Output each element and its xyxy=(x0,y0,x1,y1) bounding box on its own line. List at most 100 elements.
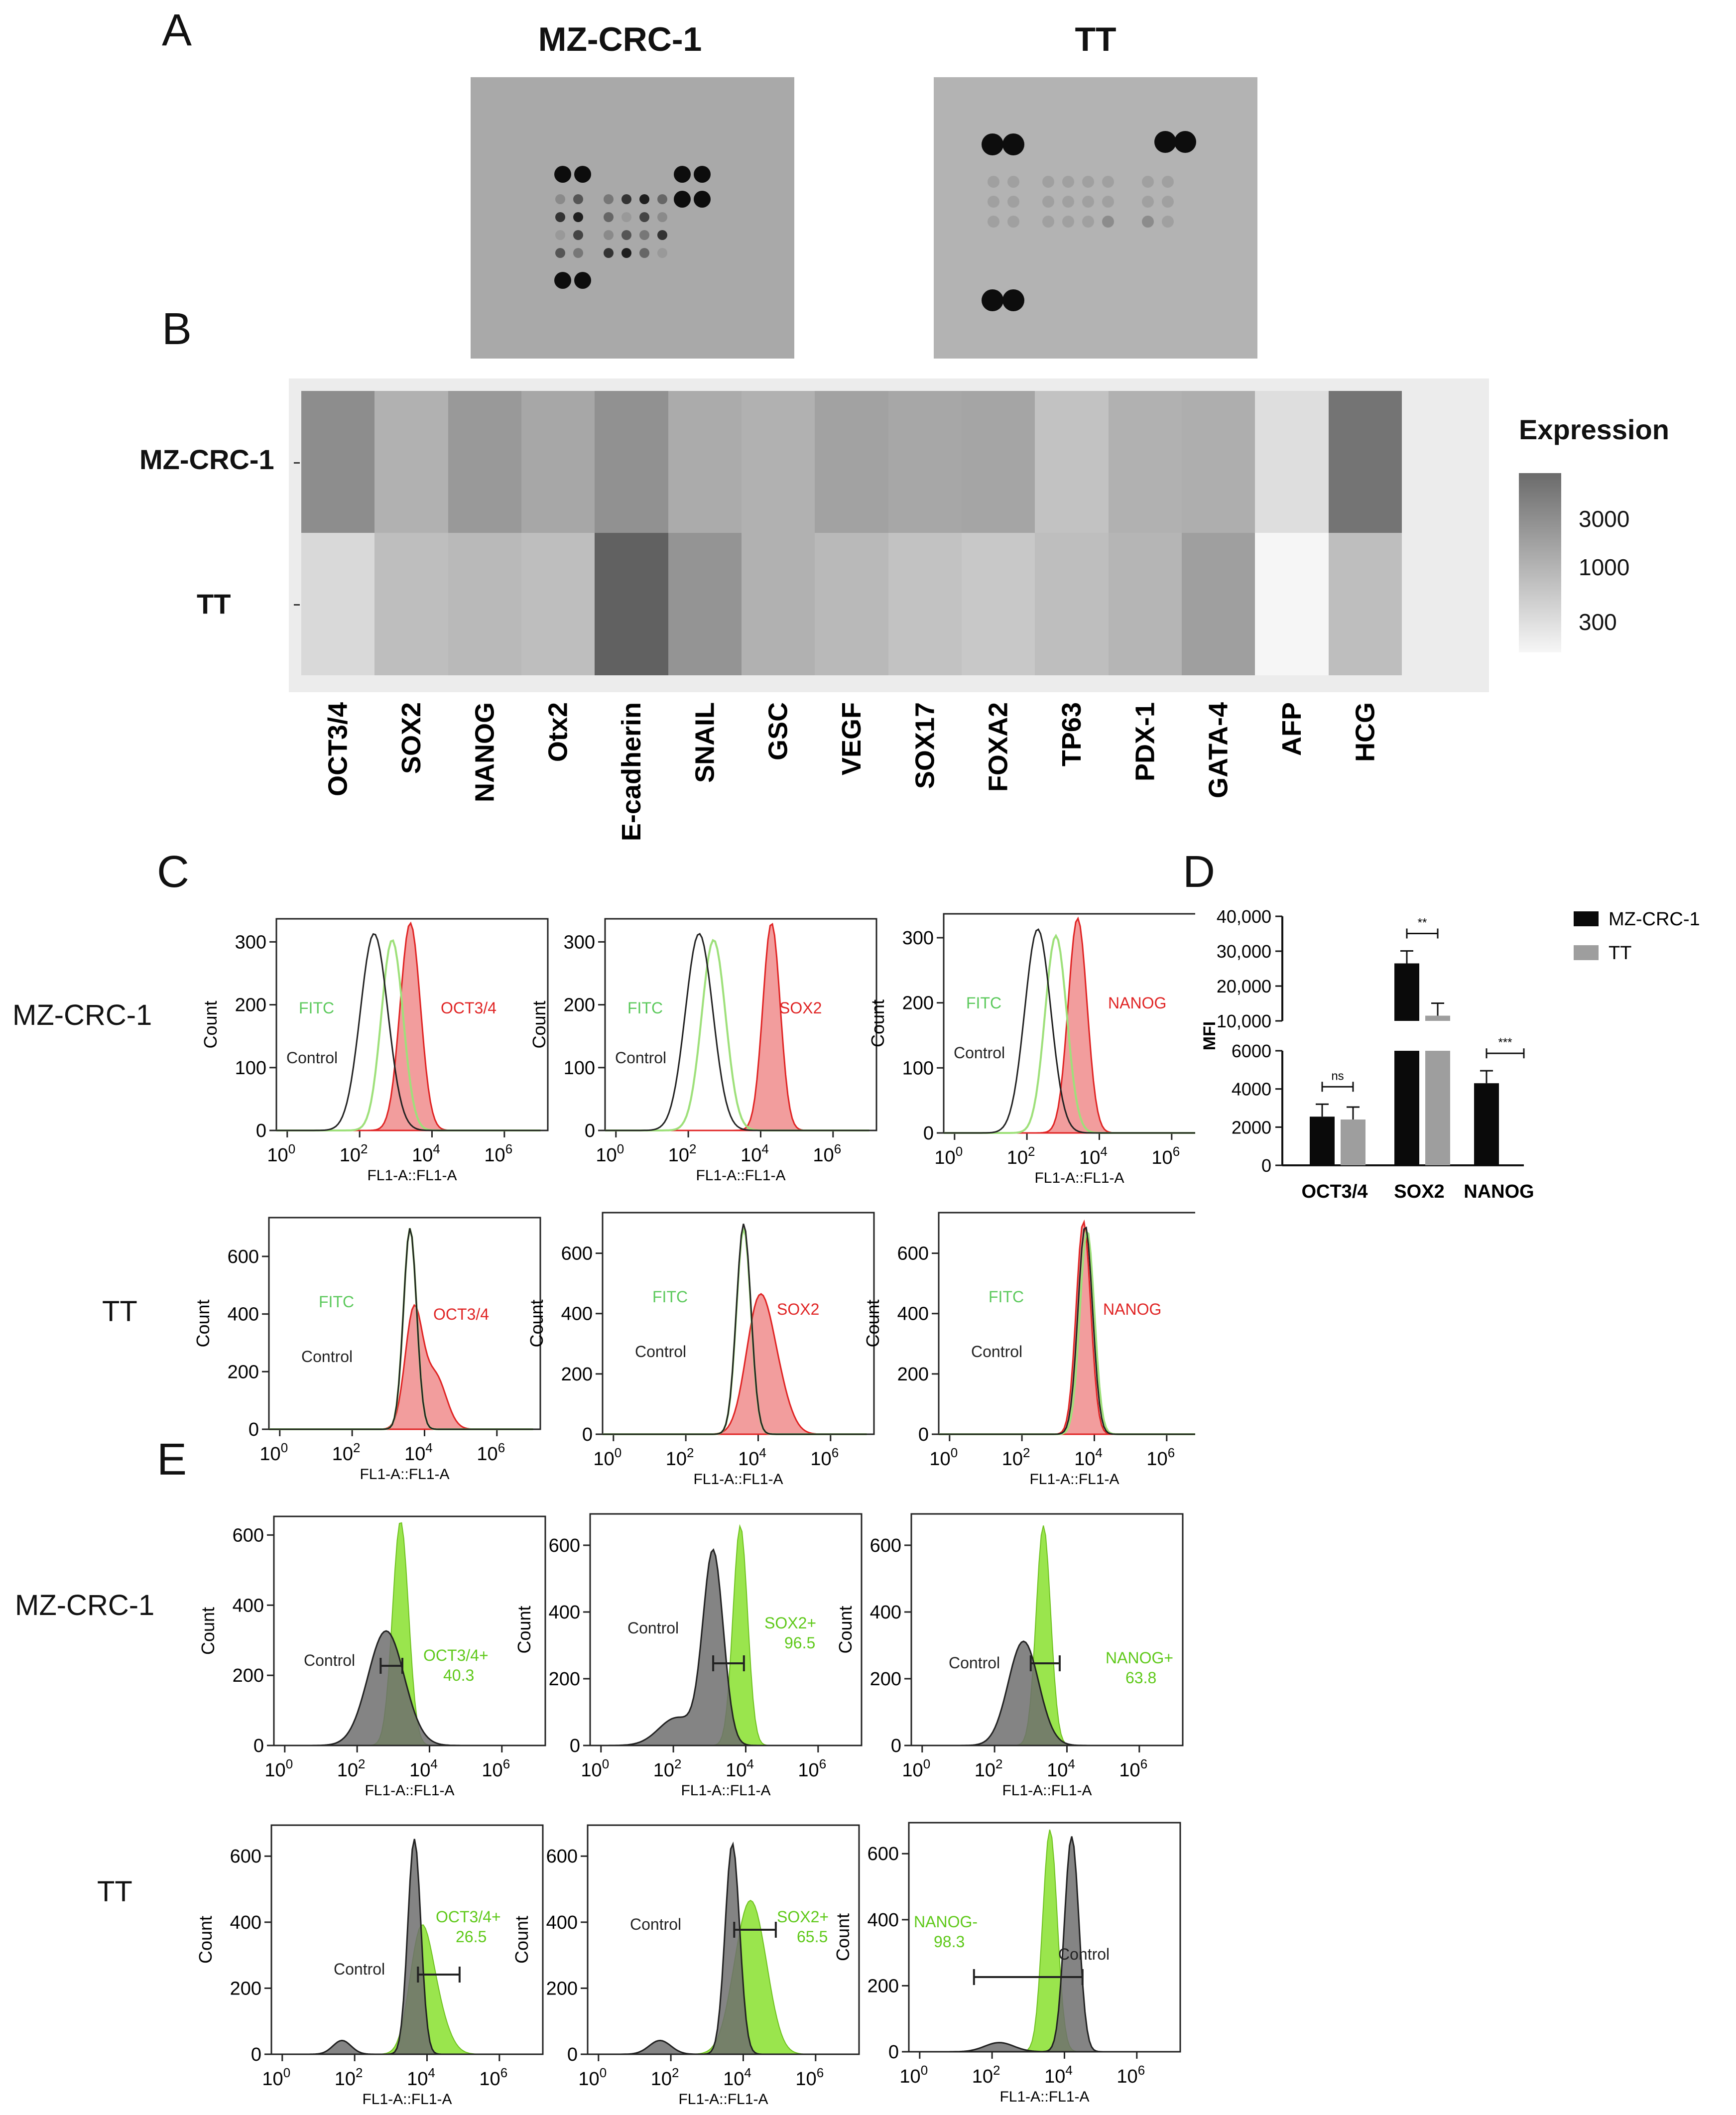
heatmap-x-label: HCG xyxy=(1350,702,1380,762)
heatmap-cell xyxy=(742,533,815,675)
heatmap-cell xyxy=(815,533,889,675)
gate-label: SOX2+ xyxy=(764,1614,816,1632)
control-label: Control xyxy=(630,1915,681,1933)
sample-dot xyxy=(1007,196,1019,208)
legend-tick-3000: 3000 xyxy=(1579,506,1630,532)
x-tick-label: 100 xyxy=(593,1445,621,1470)
reference-dot xyxy=(1002,133,1024,155)
y-axis-label: Count xyxy=(514,1606,534,1653)
heatmap-row-label-tt: TT xyxy=(197,588,231,620)
x-tick-label: 102 xyxy=(666,1445,694,1470)
heatmap-x-label: VEGF xyxy=(837,702,867,775)
control-histogram xyxy=(276,933,541,1131)
x-tick-label: 104 xyxy=(409,1756,438,1781)
y-tick-label: 200 xyxy=(561,1364,593,1385)
sample-dot xyxy=(657,230,667,240)
sample-dot xyxy=(604,212,614,222)
x-tick-label: 104 xyxy=(1044,2063,1073,2087)
y-tick-label: 10,000 xyxy=(1217,1011,1271,1031)
heatmap-cell xyxy=(1035,391,1109,533)
y-tick-label: 200 xyxy=(235,995,266,1016)
heatmap-x-label: GATA-4 xyxy=(1204,702,1234,798)
sample-dot xyxy=(1042,216,1054,228)
fitc-label: FITC xyxy=(652,1288,688,1306)
control-label: Control xyxy=(949,1654,1000,1672)
x-tick-label: 104 xyxy=(738,1445,766,1470)
gate-label: OCT3/4+ xyxy=(423,1646,489,1664)
y-axis-label: Count xyxy=(195,1916,216,1964)
blot-title-tt: TT xyxy=(1075,20,1116,58)
x-tick-label: 106 xyxy=(477,1440,505,1465)
gate-value: 26.5 xyxy=(456,1928,487,1946)
heatmap-cell xyxy=(301,391,375,533)
heatmap-x-label: Otx2 xyxy=(543,702,573,762)
control-histogram xyxy=(269,1228,533,1430)
x-tick-label: 100 xyxy=(581,1756,609,1781)
heatmap-cell xyxy=(1255,533,1329,675)
heatmap-cell xyxy=(888,391,962,533)
heatmap-cell xyxy=(1182,391,1255,533)
legend-tick-300: 300 xyxy=(1579,609,1617,635)
marker-histogram xyxy=(603,1293,867,1435)
y-axis-label: Count xyxy=(833,1913,853,1961)
x-tick-label: 100 xyxy=(902,1756,930,1781)
y-tick-label: 0 xyxy=(567,2044,578,2065)
sample-dot xyxy=(1142,196,1154,208)
x-tick-label: 104 xyxy=(1079,1144,1108,1168)
gate-value: 40.3 xyxy=(443,1666,474,1684)
fitc-label: FITC xyxy=(627,999,663,1017)
control-histogram xyxy=(939,1226,1195,1435)
heatmap-cell xyxy=(668,391,742,533)
y-tick-label: 200 xyxy=(549,1669,580,1690)
sample-dot xyxy=(1007,176,1019,188)
sample-dot xyxy=(988,216,999,228)
y-tick-label: 400 xyxy=(870,1602,901,1623)
reference-dot xyxy=(694,166,711,183)
y-tick-label: 400 xyxy=(230,1912,261,1933)
y-tick-label: 600 xyxy=(228,1246,259,1267)
y-tick-label: 600 xyxy=(870,1535,901,1556)
heatmap-x-label: E-cadherin xyxy=(617,702,646,841)
heatmap-cell xyxy=(301,533,375,675)
sample-dot xyxy=(555,230,565,240)
y-tick-label: 200 xyxy=(546,1978,578,1999)
marker-histogram xyxy=(939,1219,1195,1435)
sample-dot xyxy=(1062,216,1074,228)
sample-dot xyxy=(1082,216,1094,228)
sample-dot xyxy=(1062,176,1074,188)
sample-dot xyxy=(657,248,667,258)
sample-dot xyxy=(604,248,614,258)
x-tick-label: 104 xyxy=(412,1141,440,1166)
sample-dot xyxy=(1082,196,1094,208)
marker-histogram xyxy=(276,921,541,1131)
bar xyxy=(1394,963,1419,1021)
heatmap-x-label: PDX-1 xyxy=(1130,702,1160,781)
y-tick-label: 0 xyxy=(1261,1155,1271,1176)
control-histogram xyxy=(909,1836,1173,2053)
x-tick-label: 100 xyxy=(262,2065,290,2090)
fitc-histogram xyxy=(605,939,869,1131)
y-tick-label: 40,000 xyxy=(1217,906,1271,927)
sample-dot xyxy=(639,248,649,258)
y-tick-label: 200 xyxy=(902,993,934,1014)
sample-dot xyxy=(573,230,583,240)
x-tick-label: 106 xyxy=(1119,1756,1147,1781)
gate-value: 65.5 xyxy=(797,1928,828,1946)
legend-swatch xyxy=(1574,945,1599,960)
sample-dot xyxy=(1162,176,1174,188)
reference-dot xyxy=(574,272,591,289)
control-label: Control xyxy=(301,1348,353,1366)
marker-label: NANOG xyxy=(1103,1300,1161,1318)
fitc-histogram xyxy=(939,1230,1195,1435)
legend-label: MZ-CRC-1 xyxy=(1609,909,1700,930)
heatmap-cell xyxy=(1255,391,1329,533)
control-label: Control xyxy=(304,1651,355,1669)
y-axis-label: Count xyxy=(526,1299,547,1347)
y-tick-label: 400 xyxy=(561,1304,593,1325)
y-tick-label: 100 xyxy=(564,1058,595,1079)
x-tick-label: 100 xyxy=(596,1141,624,1166)
x-tick-label: 100 xyxy=(264,1756,293,1781)
sample-dot xyxy=(1142,176,1154,188)
reference-dot xyxy=(674,166,691,183)
x-tick-label: 100 xyxy=(267,1141,295,1166)
